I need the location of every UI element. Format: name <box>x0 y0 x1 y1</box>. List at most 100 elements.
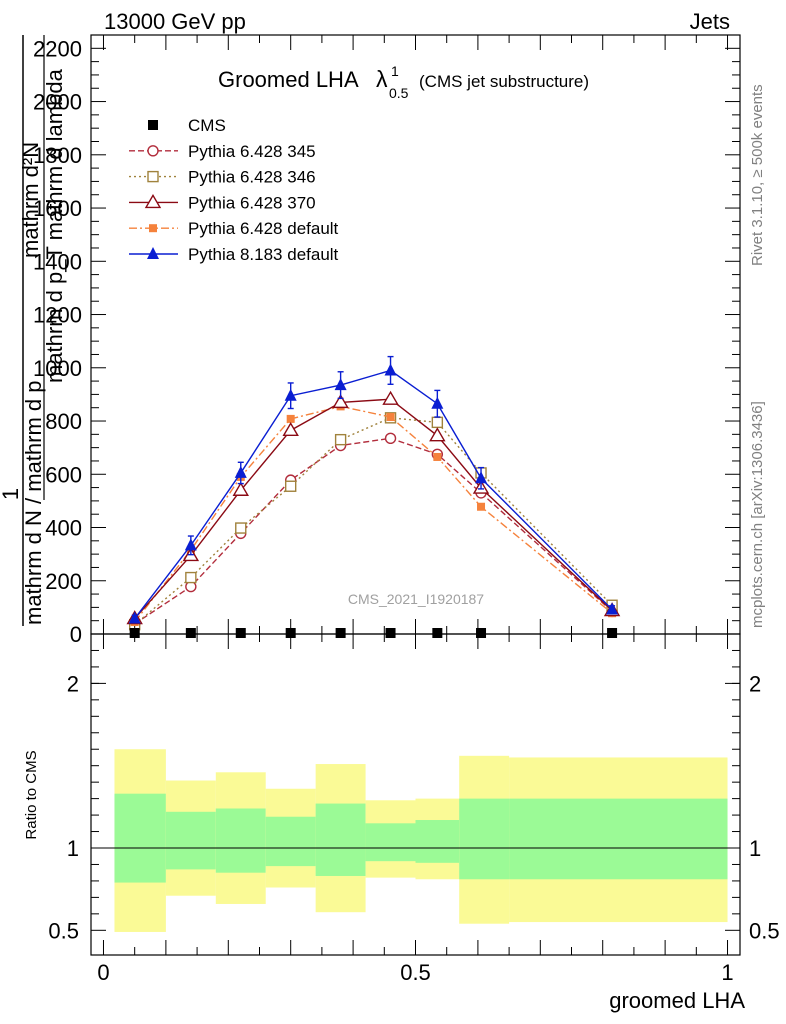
header-right: Jets <box>690 9 730 34</box>
data-point-p370 <box>382 390 399 405</box>
mcplots-label: mcplots.cern.ch [arXiv:1306.3436] <box>749 401 766 628</box>
series-cms <box>129 628 618 638</box>
data-point-cms <box>185 628 196 638</box>
ratio-bands <box>114 749 728 932</box>
data-point-p6def <box>477 502 486 511</box>
data-point-p8def <box>606 602 619 615</box>
data-point-cms <box>607 628 618 638</box>
data-point-p346 <box>334 433 347 446</box>
legend-marker-p345 <box>147 145 159 157</box>
x-tick-label: 1 <box>721 960 733 985</box>
title-lambda: λ <box>376 66 388 92</box>
data-point-p6def <box>386 413 395 422</box>
ratio-y-label: Ratio to CMS <box>23 750 40 839</box>
x-tick-label: 0.5 <box>400 960 431 985</box>
series-p8def <box>128 355 619 624</box>
data-point-cms <box>235 628 246 638</box>
y-tick-label-main: 1000 <box>33 356 82 381</box>
legend-marker-p6def <box>149 224 157 233</box>
legend-marker-p346 <box>147 170 159 183</box>
title-sup: 1 <box>391 63 399 79</box>
legend-label-p345: Pythia 6.428 345 <box>188 142 316 161</box>
data-point-p346 <box>431 416 444 429</box>
ylabel-inner-denominator: mathrm d p_T mathrm d lambda <box>42 68 67 383</box>
y-tick-label-main: 600 <box>45 462 82 487</box>
series-line-p6def <box>134 405 613 623</box>
data-point-p8def <box>234 465 247 478</box>
data-point-p8def <box>431 396 444 409</box>
data-point-p8def <box>475 471 488 484</box>
legend-entry-cms: CMS <box>148 116 226 135</box>
legend-marker-p8def <box>147 247 159 259</box>
data-point-p346 <box>235 522 247 534</box>
legend-marker-cms <box>148 120 158 130</box>
data-point-p6def <box>433 452 442 461</box>
y-tick-label-main: 400 <box>45 516 82 541</box>
main-y-label: 1 mathrm d N / mathrm d p mathrm d²N mat… <box>0 35 67 626</box>
y-tick-label-ratio: 0.5 <box>48 918 79 943</box>
ratio-band-inner <box>365 823 416 862</box>
ylabel-one: 1 <box>0 488 23 500</box>
title-main: Groomed LHA <box>218 67 359 92</box>
data-point-p8def <box>128 611 141 624</box>
legend-marker-p370 <box>144 194 162 209</box>
data-point-p370 <box>429 427 446 442</box>
y-tick-label-main: 2200 <box>33 36 82 61</box>
data-point-p6def <box>286 414 295 423</box>
ratio-band-inner <box>509 798 728 880</box>
ratio-band-inner <box>215 808 266 873</box>
analysis-watermark: CMS_2021_I1920187 <box>348 591 484 607</box>
y-tick-label-main: 1600 <box>33 196 82 221</box>
legend-entry-p346: Pythia 6.428 346 <box>129 168 316 187</box>
data-point-p8def <box>184 538 197 551</box>
y-tick-label-main: 1400 <box>33 249 82 274</box>
rivet-label: Rivet 3.1.10, ≥ 500k events <box>749 84 766 266</box>
series-line-p346 <box>134 417 613 626</box>
data-point-cms <box>385 628 396 638</box>
data-point-p346 <box>185 571 197 584</box>
y-tick-label-main: 0 <box>70 622 82 647</box>
series-line-p370 <box>134 398 613 620</box>
data-point-cms <box>432 628 443 638</box>
legend-label-p8def: Pythia 8.183 default <box>188 245 339 264</box>
legend-entry-p6def: Pythia 6.428 default <box>129 219 339 238</box>
y-tick-label-ratio: 2 <box>67 671 79 696</box>
x-tick-label: 0 <box>97 960 109 985</box>
ratio-band-inner <box>165 811 216 870</box>
legend-entry-p370: Pythia 6.428 370 <box>129 193 316 212</box>
y-tick-label-ratio-right: 2 <box>749 671 761 696</box>
data-point-p370 <box>332 393 349 409</box>
legend-entry-p345: Pythia 6.428 345 <box>129 142 316 161</box>
y-tick-label-ratio: 1 <box>67 836 79 861</box>
legend: CMS Pythia 6.428 345 Pythia 6.428 346 Pythi… <box>129 116 339 264</box>
y-tick-label-ratio-right: 0.5 <box>749 918 780 943</box>
y-tick-label-main: 1200 <box>33 303 82 328</box>
ylabel-numerator: mathrm d N / mathrm d p <box>21 380 46 625</box>
y-tick-label-main: 200 <box>45 569 82 594</box>
axes-layer: 0200400600800100012001400160018002000220… <box>33 34 780 985</box>
data-point-p8def <box>384 363 397 376</box>
ratio-band-inner <box>459 798 510 880</box>
series-line-p8def <box>134 369 613 619</box>
y-tick-label-main: 800 <box>45 409 82 434</box>
data-point-cms <box>476 628 487 638</box>
legend-label-p6def: Pythia 6.428 default <box>188 219 339 238</box>
data-point-cms <box>335 628 346 638</box>
plot-title: Groomed LHA λ 1 0.5 (CMS jet substructur… <box>218 63 589 101</box>
y-tick-label-main: 1800 <box>33 143 82 168</box>
data-point-p370 <box>282 421 299 437</box>
series-p370 <box>126 390 621 625</box>
y-tick-label-main: 2000 <box>33 90 82 115</box>
y-tick-label-ratio-right: 1 <box>749 836 761 861</box>
legend-label-p346: Pythia 6.428 346 <box>188 168 316 187</box>
x-axis-label: groomed LHA <box>609 988 745 1013</box>
legend-label-p370: Pythia 6.428 370 <box>188 193 316 212</box>
ratio-band-inner <box>265 816 316 867</box>
ylabel-inner-numerator: mathrm d²N <box>18 142 43 258</box>
data-point-p345 <box>384 432 397 445</box>
header-left: 13000 GeV pp <box>104 9 246 34</box>
data-point-p370 <box>232 481 249 496</box>
ratio-band-inner <box>415 820 460 863</box>
data-point-p8def <box>334 378 347 391</box>
